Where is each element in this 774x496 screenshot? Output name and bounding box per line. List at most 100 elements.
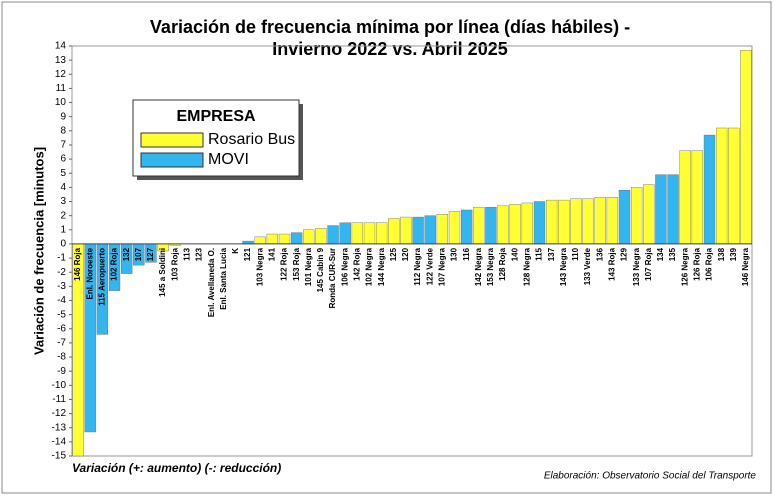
source: Elaboración: Observatorio Social del Tra… (544, 471, 757, 482)
x-tick-label: Enl. Santa Lucia (219, 247, 228, 309)
x-tick-label: 107 (134, 247, 143, 261)
y-tick-label: 0 (60, 239, 66, 250)
bar (473, 206, 485, 245)
y-tick-label: 3 (60, 196, 66, 207)
y-tick-label: 4 (60, 182, 66, 193)
bar (570, 198, 582, 245)
bar (545, 199, 558, 245)
y-tick-label: -8 (57, 352, 66, 363)
bar (460, 209, 473, 245)
x-tick-label: 113 (182, 247, 191, 260)
x-tick-label: 145 a Soldini (158, 248, 167, 297)
x-tick-label: 110 (571, 247, 580, 260)
bar (655, 174, 667, 245)
x-tick-label: 140 (510, 247, 519, 261)
bar (715, 127, 728, 245)
x-tick-label: 121 (243, 247, 252, 261)
x-tick-label: 128 Negra (522, 247, 531, 286)
x-tick-label: 116 (462, 247, 471, 260)
y-tick-label: 12 (55, 69, 67, 80)
x-tick-label: Ronda CUR-Sur (328, 248, 337, 308)
legend-label: Rosario Bus (208, 131, 295, 148)
x-tick-label: 115 Aeropuerto (97, 248, 106, 306)
x-tick-label: 123 (195, 247, 204, 261)
y-tick-label: -13 (52, 422, 67, 433)
bar (339, 222, 351, 245)
x-tick-label: 135 (668, 247, 677, 261)
bar (315, 228, 327, 245)
bar (412, 216, 424, 245)
chart-subtitle: Invierno 2022 vs. Abril 2025 (272, 39, 507, 59)
x-tick-label: 106 Negra (340, 247, 349, 286)
bar (436, 214, 449, 245)
x-tick-label: 107 Negra (437, 247, 446, 286)
x-tick-label: K (231, 248, 240, 254)
x-tick-label: 112 Negra (413, 247, 422, 285)
bar (643, 184, 655, 245)
y-axis-label: Variación de frecuencia [minutos] (31, 147, 46, 355)
y-tick-label: -4 (57, 295, 66, 306)
x-tick-label: 146 Roja (73, 247, 82, 280)
bar (278, 233, 291, 245)
x-tick-label: 102 Roja (110, 247, 119, 280)
bar (290, 232, 303, 245)
x-tick-label: 120 (401, 247, 410, 261)
bar (558, 199, 570, 245)
bar (594, 197, 606, 245)
bar (424, 215, 436, 245)
x-tick-label: 134 (656, 247, 665, 261)
x-tick-label: 106 Roja (705, 247, 714, 280)
y-tick-label: 6 (60, 154, 66, 165)
x-tick-label: 153 Roja (292, 247, 301, 280)
bar (327, 225, 339, 245)
x-tick-label: 126 Negra (680, 247, 689, 286)
bar (485, 206, 497, 245)
bar (691, 150, 704, 245)
x-tick-label: 102 Negra (365, 247, 374, 286)
y-tick-label: -10 (52, 380, 67, 391)
y-tick-label: -1 (57, 253, 66, 264)
bar (448, 211, 461, 245)
x-tick-label: 145 Cabín 9 (316, 247, 325, 292)
legend-swatch (140, 152, 204, 168)
bar (254, 236, 266, 245)
x-tick-label: 136 (595, 247, 604, 261)
y-tick-label: -3 (57, 281, 66, 292)
y-tick-label: -5 (57, 309, 66, 320)
x-tick-label: 126 Roja (692, 247, 701, 280)
x-tick-label: 125 (389, 247, 398, 261)
note: Variación (+: aumento) (-: reducción) (72, 461, 281, 475)
bar (582, 198, 594, 245)
x-tick-label: 107 Roja (644, 247, 653, 280)
y-tick-label: -15 (52, 451, 67, 462)
x-tick-label: 141 (267, 247, 276, 261)
legend-swatch (140, 132, 204, 148)
x-tick-label: Enl. Noroeste (85, 247, 94, 299)
x-tick-label: 130 (450, 247, 459, 261)
bar (618, 190, 631, 245)
y-tick-label: 14 (55, 41, 67, 52)
x-tick-label: 142 Negra (474, 247, 483, 286)
bar (533, 201, 546, 245)
y-tick-label: 10 (55, 97, 67, 108)
x-tick-label: 115 (535, 247, 544, 260)
plot-area (71, 45, 753, 457)
x-tick-label: 137 (547, 247, 556, 261)
y-tick-label: 11 (56, 83, 67, 94)
y-tick-label: 5 (60, 168, 66, 179)
bar (740, 50, 752, 245)
bar (606, 197, 619, 245)
x-tick-label: 129 (620, 247, 629, 261)
bar (303, 229, 315, 245)
bar (266, 233, 279, 245)
x-tick-label: 133 Verde (583, 247, 592, 285)
x-tick-label: 143 Roja (607, 247, 616, 280)
bar (400, 216, 412, 245)
x-tick-label: 139 (729, 247, 738, 261)
y-tick-label: -9 (57, 366, 66, 377)
chart-title: Variación de frecuencia mínima por línea… (150, 17, 630, 37)
y-tick-label: 9 (60, 111, 66, 122)
bar (728, 127, 740, 245)
bar (703, 134, 716, 245)
x-tick-label: 103 Roja (170, 247, 179, 280)
